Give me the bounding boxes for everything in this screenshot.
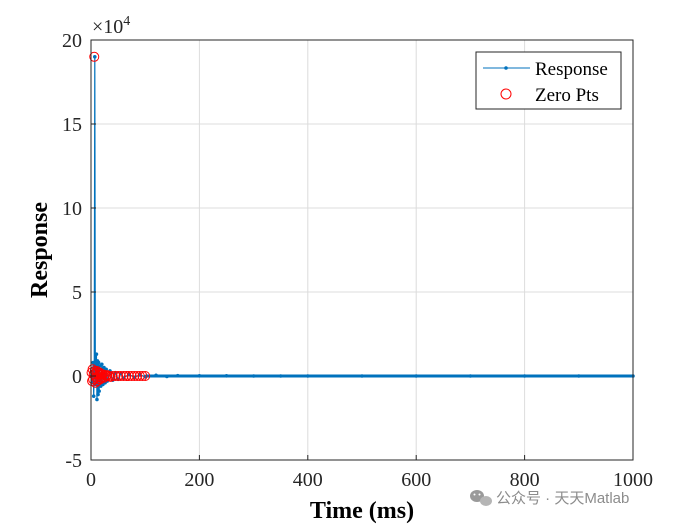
zero-pt-marker	[129, 371, 140, 381]
y-multiplier-exponent: 4	[123, 14, 130, 29]
response-point	[278, 374, 283, 378]
response-point	[154, 373, 158, 378]
zero-pt-marker	[89, 51, 100, 62]
response-point	[91, 360, 95, 365]
wechat-icon	[470, 490, 492, 506]
response-point	[94, 352, 99, 356]
watermark-text: 公众号 · 天天Matlab	[496, 490, 629, 507]
response-point	[95, 397, 99, 402]
y-tick-label: 15	[62, 114, 82, 136]
response-point	[175, 373, 180, 378]
response-point	[360, 374, 364, 378]
legend-zero-pts-marker	[500, 88, 512, 100]
response-point	[468, 374, 473, 378]
series-layer	[86, 51, 635, 402]
y-tick-label: 10	[62, 198, 82, 220]
response-point	[92, 55, 97, 59]
ticks	[90, 39, 634, 461]
zero-pt-marker	[140, 371, 151, 381]
response-point	[100, 362, 104, 367]
y-tick-label: 0	[72, 366, 82, 388]
zero-pt-marker	[107, 371, 118, 381]
zero-pt-marker	[123, 371, 134, 381]
y-tick-label: 5	[72, 282, 82, 304]
x-tick-label: 800	[510, 469, 540, 491]
legend-box	[475, 51, 622, 110]
response-point	[165, 374, 169, 379]
legend: Response Zero Pts	[475, 51, 622, 110]
x-tick-label: 400	[293, 469, 323, 491]
response-point	[306, 374, 310, 378]
zero-pt-marker	[126, 371, 137, 381]
zero-pt-marker	[132, 371, 143, 381]
response-point	[224, 374, 229, 378]
zero-pt-marker	[118, 371, 129, 381]
x-tick-label: 600	[401, 469, 431, 491]
y-multiplier-label: ×104	[92, 14, 130, 38]
x-tick-label: 1000	[613, 469, 653, 491]
response-point	[91, 394, 96, 398]
x-axis-label: Time (ms)	[310, 498, 414, 524]
response-point	[577, 374, 581, 378]
y-axis-label: Response	[27, 202, 53, 298]
zero-pt-marker	[110, 371, 121, 381]
response-point	[414, 374, 419, 378]
response-point	[197, 374, 202, 378]
legend-zero-pts-label: Zero Pts	[535, 85, 599, 106]
zero-pt-marker	[87, 364, 98, 375]
watermark: 公众号 · 天天Matlab	[470, 490, 629, 507]
plot-frame	[90, 39, 634, 461]
response-point	[251, 374, 256, 378]
legend-response-marker	[504, 66, 508, 70]
response-point	[522, 374, 527, 378]
response-point	[96, 360, 101, 365]
zero-pt-marker	[115, 371, 126, 381]
zero-pt-marker	[134, 371, 145, 381]
response-point	[96, 392, 100, 397]
zero-pt-marker	[121, 371, 132, 381]
zero-pt-marker	[137, 371, 148, 381]
legend-response-label: Response	[535, 59, 608, 80]
x-tick-label: 0	[86, 469, 96, 491]
zero-pt-marker	[113, 371, 124, 381]
y-tick-label: 20	[62, 30, 82, 52]
y-tick-label: -5	[65, 450, 82, 472]
x-tick-label: 200	[184, 469, 214, 491]
response-point	[97, 389, 101, 393]
